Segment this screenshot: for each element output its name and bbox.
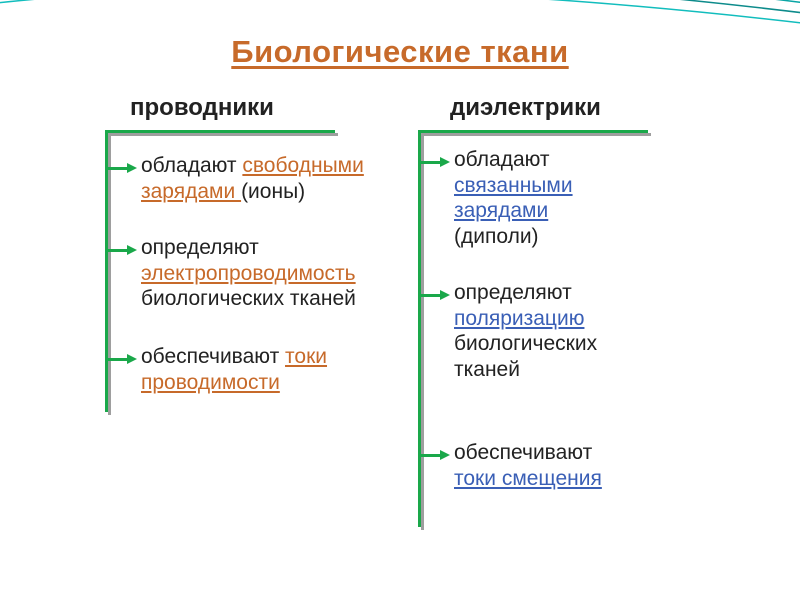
left-item-0: обладают свободными зарядами (ионы)	[141, 153, 376, 204]
right-header: диэлектрики	[450, 94, 601, 122]
right-arrow-1	[418, 290, 450, 300]
left-item-1: определяют электропроводимость биологиче…	[141, 235, 376, 312]
left-arrow-2	[105, 354, 137, 364]
left-top-line-shadow	[108, 133, 338, 136]
right-vline-shadow	[421, 133, 424, 530]
right-top-line-shadow	[421, 133, 651, 136]
left-header: проводники	[130, 94, 274, 122]
right-item-1: определяют поляризацию биологических тка…	[454, 280, 689, 382]
left-vline-shadow	[108, 133, 111, 415]
right-arrow-0	[418, 157, 450, 167]
right-item-2: обеспечивают токи смещения	[454, 440, 689, 491]
right-vline	[418, 130, 421, 527]
left-top-line	[105, 130, 335, 133]
left-arrow-1	[105, 245, 137, 255]
right-arrow-2	[418, 450, 450, 460]
left-arrow-0	[105, 163, 137, 173]
left-item-2: обеспечивают токи проводимости	[141, 344, 376, 395]
right-item-0: обладают связанными зарядами (диполи)	[454, 147, 689, 249]
right-top-line	[418, 130, 648, 133]
page-title: Биологические ткани	[0, 34, 800, 70]
